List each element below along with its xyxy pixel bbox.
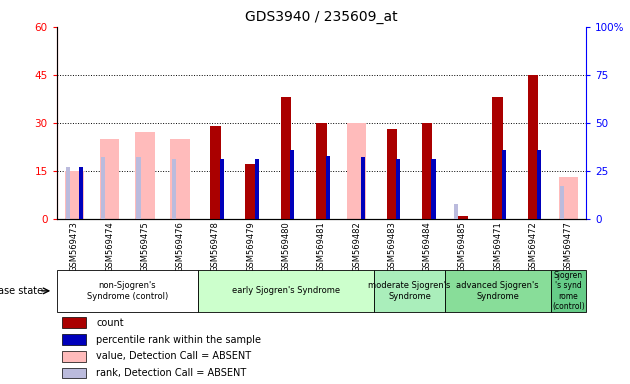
- Bar: [454, 204, 458, 219]
- Text: GSM569483: GSM569483: [387, 222, 396, 272]
- Text: GSM569477: GSM569477: [564, 222, 573, 272]
- Bar: [422, 123, 432, 219]
- Bar: [210, 126, 220, 219]
- Title: GDS3940 / 235609_at: GDS3940 / 235609_at: [245, 10, 398, 25]
- Text: GSM569482: GSM569482: [352, 222, 361, 272]
- Text: advanced Sjogren's
Syndrome: advanced Sjogren's Syndrome: [456, 281, 539, 301]
- Bar: [62, 351, 86, 362]
- Bar: [347, 123, 366, 219]
- Bar: [135, 132, 154, 219]
- Text: rank, Detection Call = ABSENT: rank, Detection Call = ABSENT: [96, 368, 246, 378]
- Bar: [220, 159, 224, 219]
- Bar: [551, 270, 586, 312]
- Bar: [281, 97, 291, 219]
- Bar: [528, 75, 538, 219]
- Bar: [198, 270, 374, 312]
- Bar: [560, 186, 564, 219]
- Bar: [361, 157, 365, 219]
- Bar: [290, 150, 294, 219]
- Text: moderate Sjogren's
Syndrome: moderate Sjogren's Syndrome: [369, 281, 450, 301]
- Bar: [326, 156, 329, 219]
- Bar: [65, 171, 84, 219]
- Bar: [445, 270, 551, 312]
- Bar: [493, 97, 503, 219]
- Text: non-Sjogren's
Syndrome (control): non-Sjogren's Syndrome (control): [87, 281, 168, 301]
- Bar: [387, 129, 397, 219]
- Bar: [101, 157, 105, 219]
- Bar: [137, 157, 140, 219]
- Text: GSM569484: GSM569484: [423, 222, 432, 272]
- Bar: [62, 367, 86, 379]
- Text: GSM569479: GSM569479: [246, 222, 255, 272]
- Bar: [62, 334, 86, 345]
- Bar: [396, 159, 400, 219]
- Bar: [502, 150, 506, 219]
- Bar: [374, 270, 445, 312]
- Text: GSM569473: GSM569473: [70, 222, 79, 272]
- Bar: [537, 150, 541, 219]
- Text: GSM569481: GSM569481: [317, 222, 326, 272]
- Text: Sjogren
's synd
rome
(control): Sjogren 's synd rome (control): [552, 271, 585, 311]
- Bar: [316, 123, 326, 219]
- Text: GSM569485: GSM569485: [458, 222, 467, 272]
- Text: early Sjogren's Syndrome: early Sjogren's Syndrome: [232, 286, 340, 295]
- Text: GSM569480: GSM569480: [282, 222, 290, 272]
- Bar: [432, 159, 435, 219]
- Bar: [246, 164, 256, 219]
- Text: GSM569474: GSM569474: [105, 222, 114, 272]
- Bar: [57, 270, 198, 312]
- Bar: [457, 216, 467, 219]
- Bar: [255, 159, 259, 219]
- Bar: [171, 139, 190, 219]
- Text: count: count: [96, 318, 124, 328]
- Bar: [66, 167, 70, 219]
- Text: GSM569475: GSM569475: [140, 222, 149, 272]
- Bar: [559, 177, 578, 219]
- Text: disease state: disease state: [0, 286, 43, 296]
- Bar: [172, 159, 176, 219]
- Text: GSM569476: GSM569476: [176, 222, 185, 272]
- Text: GSM569471: GSM569471: [493, 222, 502, 272]
- Bar: [79, 167, 83, 219]
- Text: percentile rank within the sample: percentile rank within the sample: [96, 334, 261, 344]
- Bar: [62, 317, 86, 328]
- Text: GSM569478: GSM569478: [211, 222, 220, 272]
- Bar: [100, 139, 119, 219]
- Text: GSM569472: GSM569472: [529, 222, 537, 272]
- Text: value, Detection Call = ABSENT: value, Detection Call = ABSENT: [96, 351, 251, 361]
